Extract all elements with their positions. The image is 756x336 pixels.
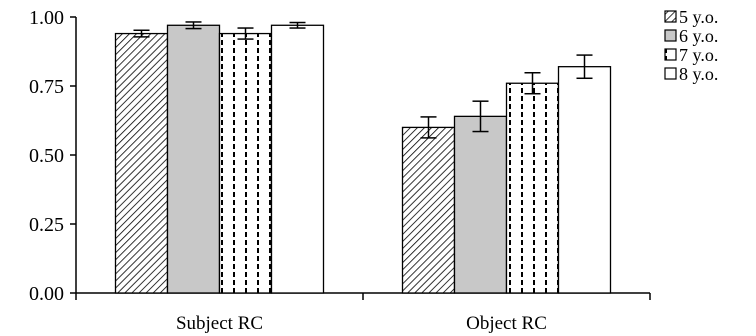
bar-8-y-o-subject-rc (270, 24, 325, 294)
legend-item: 7 y.o. (664, 45, 718, 65)
y-tick-label: 0.50 (29, 145, 64, 167)
legend-swatch (664, 10, 677, 23)
bar-5-y-o-object-rc (401, 126, 456, 294)
legend-item: 6 y.o. (664, 26, 718, 46)
error-bar (237, 27, 254, 40)
legend-swatch (664, 48, 677, 61)
bar-6-y-o-object-rc (453, 115, 508, 294)
bar-5-y-o-subject-rc (114, 32, 169, 294)
legend-item: 8 y.o. (664, 64, 718, 84)
legend-swatch (664, 67, 677, 80)
error-bar (289, 21, 306, 29)
legend-label: 8 y.o. (679, 64, 718, 84)
x-category-label: Object RC (466, 313, 547, 334)
error-bar (133, 29, 150, 38)
error-bar (420, 116, 437, 139)
x-category-label: Subject RC (176, 313, 263, 334)
y-tick-label: 0.00 (29, 283, 64, 305)
error-bar (472, 100, 489, 133)
legend: 5 y.o.6 y.o.7 y.o.8 y.o. (664, 7, 718, 84)
y-tick-label: 0.25 (29, 214, 64, 236)
legend-label: 7 y.o. (679, 45, 718, 65)
legend-label: 5 y.o. (679, 7, 718, 27)
legend-item: 5 y.o. (664, 7, 718, 27)
bar-8-y-o-object-rc (557, 66, 612, 294)
error-bar (524, 72, 541, 95)
bar-7-y-o-object-rc (505, 82, 560, 294)
bar-7-y-o-subject-rc (218, 32, 273, 294)
y-tick-label: 1.00 (29, 7, 64, 29)
legend-label: 6 y.o. (679, 26, 718, 46)
error-bar (185, 21, 202, 30)
y-tick-label: 0.75 (29, 76, 64, 98)
bar-6-y-o-subject-rc (166, 24, 221, 294)
legend-swatch (664, 29, 677, 42)
error-bar (576, 54, 593, 80)
plot-area: 0.00 0.25 0.50 0.75 1.00 Subject RC Object RC (29, 7, 651, 334)
